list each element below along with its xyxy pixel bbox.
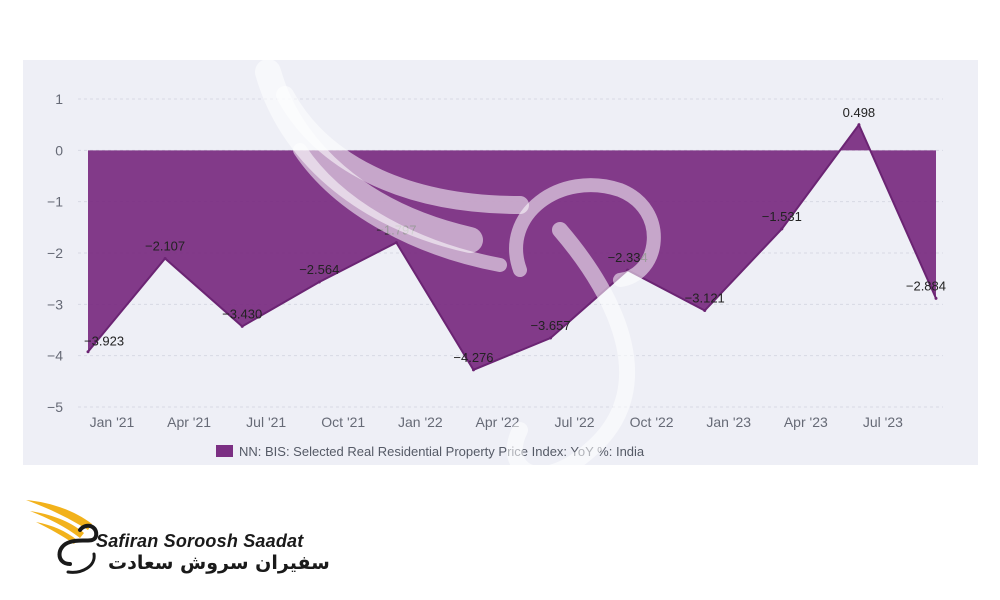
- data-point[interactable]: [86, 350, 90, 354]
- x-tick-label: Oct '21: [321, 414, 365, 430]
- data-point[interactable]: [703, 309, 707, 313]
- series-area-fill: [88, 124, 936, 370]
- data-label: −3.657: [530, 318, 570, 333]
- series-area: [86, 122, 938, 372]
- data-point[interactable]: [471, 368, 475, 372]
- x-tick-label: Jan '21: [90, 414, 135, 430]
- data-point[interactable]: [780, 227, 784, 231]
- legend-label: NN: BIS: Selected Real Residential Prope…: [239, 444, 645, 459]
- winged-s-logo-icon: [26, 500, 99, 574]
- y-tick-label: −1: [47, 194, 63, 210]
- x-tick-label: Jan '23: [706, 414, 751, 430]
- data-label: −1.531: [762, 209, 802, 224]
- x-tick-label: Jan '22: [398, 414, 443, 430]
- data-label: −1.797: [376, 223, 416, 238]
- legend[interactable]: NN: BIS: Selected Real Residential Prope…: [216, 444, 645, 459]
- data-label: −3.923: [84, 334, 124, 349]
- chart-panel: 1 0 −1 −2 −3 −4 −5 Jan '21 Apr '21 Jul '21 Oct '2…: [23, 60, 978, 465]
- data-point[interactable]: [394, 241, 398, 245]
- data-label: −3.121: [685, 291, 725, 306]
- data-point[interactable]: [317, 280, 321, 284]
- x-tick-label: Apr '22: [475, 414, 519, 430]
- data-label: −2.564: [299, 262, 339, 277]
- x-tick-label: Apr '21: [167, 414, 211, 430]
- data-point[interactable]: [240, 324, 244, 328]
- data-label: 0.498: [843, 105, 876, 120]
- data-label: −2.334: [608, 250, 648, 265]
- legend-swatch: [216, 445, 233, 457]
- y-tick-label: −2: [47, 245, 63, 261]
- brand-name-english: Safiran Soroosh Saadat: [96, 531, 304, 551]
- x-tick-label: Oct '22: [630, 414, 674, 430]
- y-tick-label: −4: [47, 348, 63, 364]
- x-tick-label: Jul '21: [246, 414, 286, 430]
- brand-name-persian: سفیران سروش سعادت: [108, 552, 330, 574]
- data-label: −3.430: [222, 306, 262, 321]
- data-label: −2.107: [145, 238, 185, 253]
- data-point[interactable]: [626, 268, 630, 272]
- y-tick-label: −5: [47, 399, 63, 415]
- x-axis: Jan '21 Apr '21 Jul '21 Oct '21 Jan '22 Apr '…: [90, 414, 903, 430]
- x-tick-label: Apr '23: [784, 414, 828, 430]
- y-tick-label: 1: [55, 91, 63, 107]
- area-chart: 1 0 −1 −2 −3 −4 −5 Jan '21 Apr '21 Jul '21 Oct '2…: [47, 91, 946, 459]
- data-point[interactable]: [934, 296, 938, 300]
- data-label: −2.884: [906, 278, 946, 293]
- data-point[interactable]: [549, 336, 553, 340]
- data-point[interactable]: [857, 123, 861, 127]
- data-label: −4.276: [453, 350, 493, 365]
- x-tick-label: Jul '22: [555, 414, 595, 430]
- x-tick-label: Jul '23: [863, 414, 903, 430]
- data-point[interactable]: [163, 256, 167, 260]
- y-tick-label: 0: [55, 142, 63, 158]
- y-tick-label: −3: [47, 296, 63, 312]
- y-axis: 1 0 −1 −2 −3 −4 −5: [47, 91, 63, 415]
